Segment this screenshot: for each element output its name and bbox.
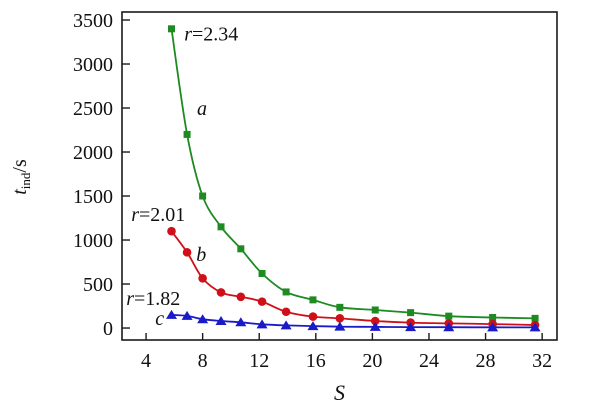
x-tick-label: 32 bbox=[532, 350, 552, 372]
series-a-marker-square bbox=[168, 25, 176, 33]
series-c-marker-triangle bbox=[197, 314, 209, 324]
series-c-marker-triangle bbox=[166, 309, 178, 319]
x-tick-label: 4 bbox=[141, 350, 151, 372]
curve-letter-b: b bbox=[196, 244, 206, 266]
series-a-marker-square bbox=[217, 223, 225, 231]
y-tick-label: 3000 bbox=[73, 54, 113, 76]
annotation-r-a: r=2.34 bbox=[184, 23, 238, 45]
series-c-marker-triangle bbox=[307, 321, 319, 331]
series-b-marker-circle bbox=[198, 274, 207, 283]
series-b-marker-circle bbox=[308, 312, 318, 321]
x-tick-label: 20 bbox=[362, 350, 382, 372]
series-b-marker-circle bbox=[257, 297, 267, 306]
series-b-marker-circle bbox=[167, 226, 176, 236]
series-c-marker-triangle bbox=[280, 320, 292, 330]
x-tick-label: 24 bbox=[419, 350, 439, 372]
series-c-marker-triangle bbox=[487, 322, 499, 332]
series-b-marker-circle bbox=[370, 316, 380, 326]
series-c-marker-triangle bbox=[443, 322, 455, 332]
series-c-marker-triangle bbox=[529, 322, 541, 332]
plot-frame bbox=[121, 11, 558, 341]
curve-letter-a: a bbox=[197, 98, 207, 120]
series-c-marker-triangle bbox=[334, 321, 346, 331]
series-a-marker-square bbox=[258, 269, 266, 277]
series-a-marker-square bbox=[199, 192, 207, 200]
series-a-marker-square bbox=[282, 288, 290, 296]
series-a-marker-square bbox=[237, 245, 245, 253]
y-tick-label: 3500 bbox=[73, 10, 113, 32]
x-tick-label: 8 bbox=[198, 350, 208, 372]
y-tick-label: 2000 bbox=[73, 142, 113, 164]
series-a-marker-square bbox=[407, 309, 415, 317]
annotation-r-c: r=1.82 bbox=[126, 288, 180, 310]
series-c-marker-triangle bbox=[405, 322, 417, 332]
curve-letter-c: c bbox=[155, 308, 164, 330]
series-b-marker-circle bbox=[281, 307, 291, 317]
series-c-marker-triangle bbox=[256, 319, 268, 329]
series-c-marker-triangle bbox=[181, 310, 193, 320]
series-a-marker-square bbox=[445, 312, 453, 320]
series-b-marker-circle bbox=[182, 248, 192, 257]
series-a-marker-square bbox=[371, 306, 379, 314]
series-a-marker-square bbox=[336, 303, 344, 311]
series-a-marker-square bbox=[489, 313, 497, 321]
series-a-marker-square bbox=[183, 130, 191, 138]
x-tick-label: 12 bbox=[249, 350, 269, 372]
series-c-marker-triangle bbox=[369, 321, 381, 331]
y-tick-label: 500 bbox=[83, 274, 113, 296]
series-b-marker-circle bbox=[335, 314, 345, 323]
y-tick-label: 2500 bbox=[73, 98, 113, 120]
series-c-marker-triangle bbox=[235, 317, 247, 327]
y-axis-title: tind/s bbox=[9, 159, 33, 195]
series-c-marker-triangle bbox=[215, 315, 227, 325]
series-b-marker-circle bbox=[216, 288, 226, 297]
annotation-r-b: r=2.01 bbox=[131, 204, 185, 226]
y-tick-label: 1500 bbox=[73, 186, 113, 208]
x-axis-title: S bbox=[334, 380, 345, 405]
y-tick-label: 0 bbox=[103, 318, 113, 340]
series-a-curve bbox=[170, 28, 536, 320]
series-b-curve bbox=[170, 230, 536, 326]
x-tick-label: 16 bbox=[306, 350, 326, 372]
x-tick-label: 28 bbox=[476, 350, 496, 372]
series-b-marker-circle bbox=[236, 292, 246, 302]
series-a-marker-square bbox=[309, 296, 317, 304]
y-tick-label: 1000 bbox=[73, 230, 113, 252]
series-a-marker-square bbox=[531, 314, 539, 322]
